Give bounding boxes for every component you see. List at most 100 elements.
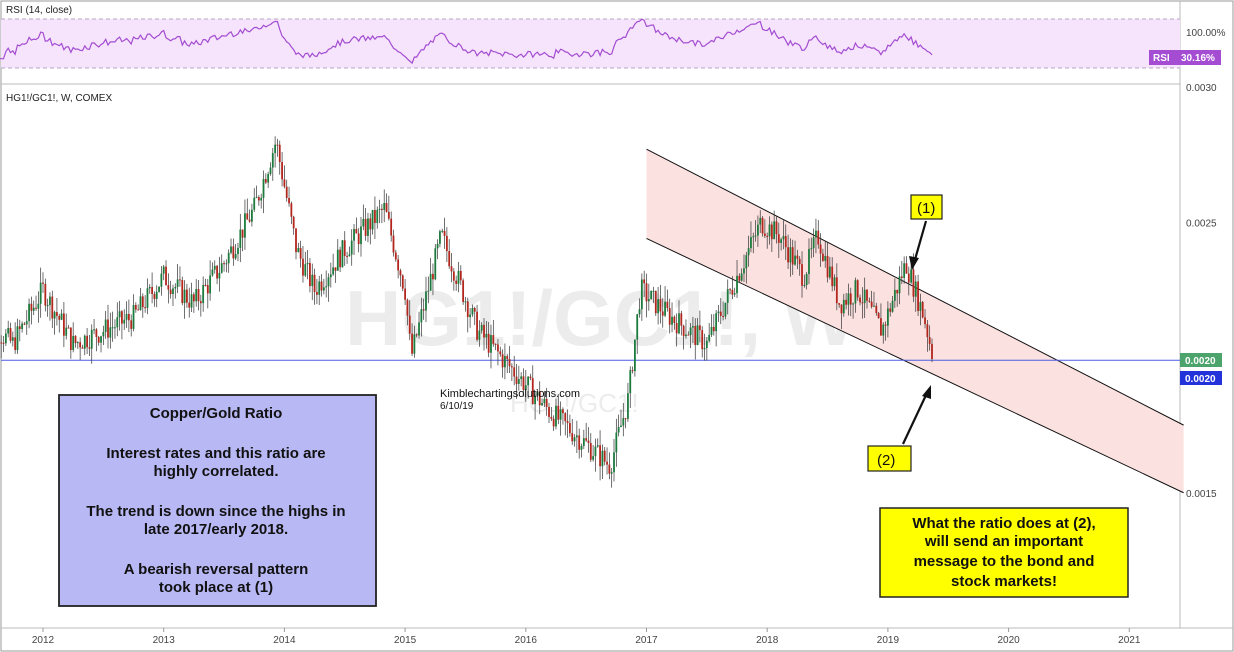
candle-body [322,287,325,291]
candle-body [216,265,218,279]
candle-body [134,304,137,310]
candle-body [100,336,102,343]
info-box: Copper/Gold Ratio Interest rates and thi… [58,394,377,607]
candle-body [132,304,135,329]
candle-body [815,230,817,238]
last-price-tag: 0.0020 [1185,356,1216,367]
time-axis-tick: 2012 [32,635,55,646]
candle-body [527,376,530,386]
candle-body [336,249,339,271]
watermark-symbol-small: HG1!/GC1! [510,388,639,418]
candle-body [37,303,40,309]
candle-body [487,333,490,353]
candle-body [768,224,771,237]
rsi-value-tag-bg [1149,50,1221,65]
candle-body [211,269,214,276]
candle-body [18,326,21,329]
candle-body [840,304,843,314]
candle-body [473,307,476,312]
candle-body [81,347,84,349]
candle-body [534,395,536,405]
candle-body [179,279,181,281]
info-box-line: took place at (1) [159,579,273,596]
candle-body [490,335,492,353]
candle-body [559,409,562,420]
candle-body [292,216,295,229]
price-title: HG1!/GC1!, W, COMEX [6,93,112,104]
candle-body [399,270,402,276]
candle-body [313,274,316,292]
candle-body [302,258,304,276]
candle-body [524,385,527,390]
candle-body [74,335,77,344]
candle-body [673,316,676,323]
candle-body [346,255,348,257]
candle-body [796,255,799,259]
annotation-1-arrowhead [909,256,919,270]
candle-body [227,252,230,264]
support-level-tag: 0.0020 [1185,374,1216,385]
candle-body [680,313,683,326]
candle-body [715,313,718,332]
candle-body [912,269,915,297]
candle-body [116,317,119,328]
candle-body [125,313,128,320]
candle-body [139,296,142,311]
candle-body [770,224,773,240]
candle-body [791,247,794,265]
candle-body [873,305,875,307]
candle-body [685,334,687,337]
candle-body [928,337,931,344]
candle-body [668,308,671,325]
candle-body [801,264,803,286]
candle-body [199,301,202,304]
candle-body [724,302,727,317]
rsi-series-line [0,18,933,65]
support-level-tag-bg [1180,371,1222,385]
candle-body [750,237,752,249]
candle-body [290,203,293,217]
candle-body [759,217,762,225]
candle-body [88,347,91,349]
candle-body [445,235,448,252]
candle-body [278,144,281,163]
price-axis-tick: 0.0030 [1186,83,1217,94]
candle-body [589,443,592,460]
price-panel: HG1!/GC1!, W HG1!/GC1! HG1!/GC1!, W, COM… [0,83,1222,646]
candle-body [151,287,153,294]
candle-body [413,334,416,354]
candle-body [86,335,89,348]
candle-body [603,450,606,462]
candle-body [432,273,434,280]
candle-body [859,297,861,303]
candle-body [476,311,478,340]
candle-body [218,272,221,279]
candle-body [146,288,149,308]
candle-body [747,248,750,256]
candle-body [580,445,583,450]
note-box-line: message to the bond and [914,553,1095,570]
candle-body [204,284,207,286]
candle-body [169,289,172,295]
candle-body [130,320,133,329]
candle-body [682,325,685,337]
candle-body [531,378,534,405]
candle-body [230,246,232,253]
candle-body [464,301,467,303]
info-box-line: A bearish reversal pattern [124,561,309,578]
candle-body [905,263,908,274]
candle-body [114,327,116,329]
candle-body [39,282,42,304]
candle-body [910,269,913,283]
candle-body [62,313,65,336]
candle-body [780,239,783,243]
candle-body [900,276,903,278]
candle-body [515,376,518,384]
time-axis-tick: 2017 [635,635,658,646]
candle-body [810,248,813,250]
candle-body [364,218,367,236]
candle-body [805,274,808,286]
candle-body [397,259,400,271]
rsi-title: RSI (14, close) [6,5,72,16]
